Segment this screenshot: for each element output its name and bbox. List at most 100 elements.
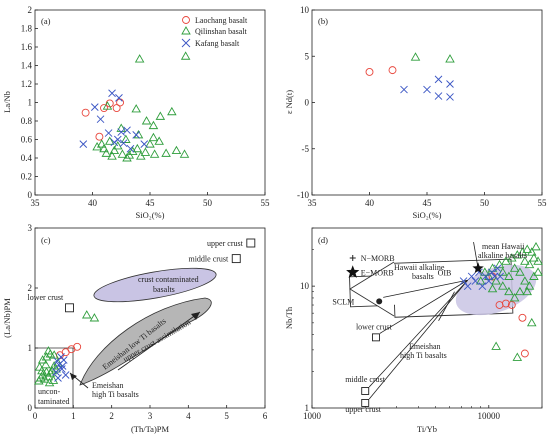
axes-b: 35 40 45 50 55 -10 -5 0 5 10	[297, 5, 547, 208]
point-d-s1-17	[526, 247, 537, 256]
x-tick-label-c: 4	[186, 411, 191, 421]
point-d-s1-15	[522, 244, 533, 253]
point-d-s1-26	[524, 281, 535, 290]
y-tick-label-c: 3	[28, 223, 33, 233]
axes-d: 1000 10000 1 10	[300, 227, 543, 421]
point-d-s0-1	[501, 299, 510, 308]
point-b-s2-2	[434, 75, 443, 84]
reference-label-2: lower crust	[28, 293, 65, 302]
mean-hawaii-pointer	[473, 241, 479, 269]
point-a-s1-7	[117, 149, 128, 158]
marks-d	[459, 241, 543, 361]
point-d-s1-27	[529, 271, 539, 280]
point-a-s1-24	[155, 111, 166, 120]
point-d-s2-8	[487, 268, 496, 277]
x-tick-label-d: 1000	[303, 411, 322, 421]
point-a-s1-6	[113, 141, 123, 150]
ylabel-a: La/Nb	[2, 91, 12, 113]
point-a-s2-5	[113, 135, 122, 144]
crust-contaminated-field	[93, 267, 217, 303]
y-tick-label-a: 0.2	[21, 172, 32, 182]
point-c-s1-18	[44, 377, 55, 387]
ylabel-b: ε Nd(t)	[284, 90, 294, 114]
point-a-s1-2	[99, 143, 109, 153]
xlabel-d: Ti/Yb	[417, 424, 437, 434]
reference-label-d-3: lower crust	[356, 322, 393, 331]
xlabel-a: SiO₂(%)	[136, 210, 165, 220]
point-a-s1-10	[127, 146, 138, 155]
point-d-s1-14	[520, 256, 530, 265]
annotation-mean-hawaii-2: alkaline basalts	[478, 251, 527, 260]
y-tick-label-b: -10	[297, 190, 309, 200]
panel-c: (c) (La/Nb)PM (Th/Ta)PM upper crust middl…	[2, 227, 266, 434]
y-tick-label-c: 0	[28, 403, 33, 413]
reference-label-1: middle crust	[188, 255, 229, 264]
point-a-s2-6	[117, 128, 126, 136]
reference-square-0	[246, 238, 256, 248]
point-c-s0-2	[73, 342, 82, 351]
point-d-s1-8	[504, 271, 514, 280]
point-d-s2-11	[496, 272, 504, 281]
annotation-emeishan-high-ti-d-2: high Ti basalts	[400, 351, 447, 360]
point-b-s0-0	[365, 68, 374, 76]
point-a-s2-7	[119, 139, 128, 148]
x-tick-label-a: 40	[88, 198, 98, 208]
point-a-s0-4	[112, 104, 121, 113]
point-d-s1-24	[515, 286, 525, 296]
point-d-s1-21	[498, 281, 508, 290]
point-d-s1-4	[491, 276, 501, 285]
panel-d: (d) Nb/Th Ti/Yb Hawaii alkaline basalts …	[284, 227, 543, 434]
legend-marker-qilinshan	[181, 26, 191, 35]
point-d-s2-7	[484, 277, 493, 285]
point-a-s1-8	[121, 134, 131, 143]
point-b-s2-4	[434, 92, 443, 100]
point-d-s2-0	[459, 277, 468, 285]
point-d-s0-3	[520, 349, 529, 358]
point-d-s0-2	[518, 313, 527, 322]
point-c-s1-20	[43, 346, 54, 355]
y-tick-label-a: 0.4	[21, 153, 33, 163]
x-tick-label-b: 45	[423, 198, 433, 208]
point-a-s1-19	[171, 145, 182, 155]
reference-label-d-1: E−MORB	[361, 268, 394, 277]
legend-label-laochang: Laochang basalt	[195, 16, 248, 25]
y-tick-label-b: 0	[305, 98, 310, 108]
point-d-s2-1	[463, 282, 472, 290]
point-c-s1-21	[81, 310, 92, 319]
point-a-s1-3	[101, 148, 112, 157]
legend-label-qilinshan: Qilinshan basalt	[195, 27, 248, 36]
reference-label-d-2: SCLM	[332, 297, 354, 306]
point-b-s2-3	[446, 80, 454, 88]
point-a-s1-21	[131, 104, 141, 113]
x-tick-label-d: 10000	[478, 411, 501, 421]
x-tick-label-a: 50	[203, 198, 213, 208]
point-a-s2-11	[115, 94, 123, 102]
xlabel-b: SiO₂(%)	[413, 210, 442, 220]
point-c-s1-3	[39, 374, 50, 383]
point-a-s1-30	[148, 132, 159, 142]
ylabel-c: (La/Nb)PM	[2, 298, 12, 338]
x-tick-label-c: 0	[33, 411, 38, 421]
point-a-s1-23	[148, 120, 159, 130]
point-d-s2-5	[478, 282, 487, 290]
point-a-s0-0	[81, 108, 90, 117]
point-c-s1-16	[37, 365, 47, 375]
point-d-s1-10	[509, 263, 520, 272]
point-a-s1-4	[104, 136, 115, 145]
point-a-s1-31	[122, 153, 132, 162]
point-a-s1-27	[102, 101, 113, 110]
point-c-s2-5	[54, 374, 62, 382]
point-d-s1-33	[487, 283, 498, 293]
reference-labels-d: N−MORB E−MORB SCLM lower crust middle crust u…	[332, 254, 484, 414]
reference-square-1	[231, 254, 241, 264]
point-c-s1-19	[48, 375, 59, 384]
annotation-uncontaminated-2: taminated	[38, 397, 70, 406]
legend-marker-kafang	[181, 38, 191, 48]
plot-area-b	[311, 9, 543, 196]
reference-label-0: upper crust	[207, 239, 244, 248]
panel-label-c: (c)	[41, 235, 51, 245]
point-d-s1-25	[520, 276, 530, 285]
y-tick-label-c: 1	[28, 343, 33, 353]
point-d-s1-19	[531, 241, 541, 251]
